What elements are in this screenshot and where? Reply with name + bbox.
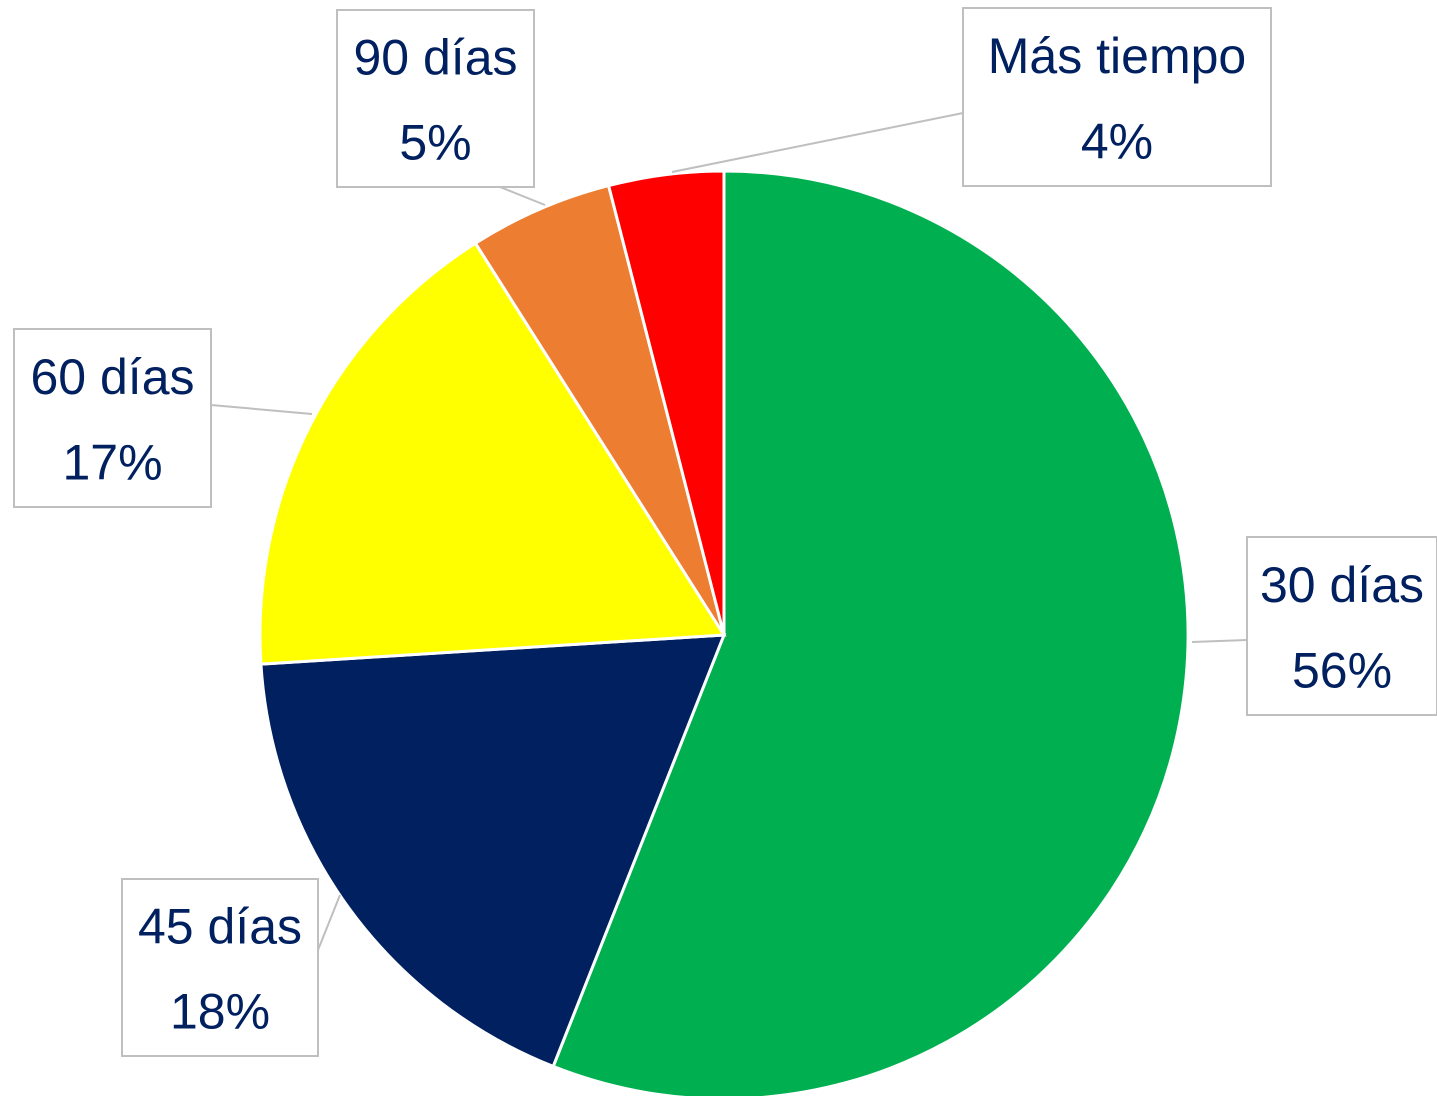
pie-slice: [259, 633, 727, 1069]
category-label: 90 días: [353, 30, 517, 86]
value-label: 56%: [1292, 642, 1392, 698]
category-label: 60 días: [30, 349, 194, 405]
value-label: 5%: [399, 114, 471, 170]
value-label: 4%: [1081, 113, 1153, 169]
value-label: 18%: [170, 983, 270, 1039]
label-box: [13, 328, 212, 508]
category-label: 30 días: [1260, 557, 1424, 613]
leader-line: [1191, 639, 1248, 643]
pie-slice: [606, 169, 726, 636]
category-label: 45 días: [138, 899, 302, 955]
label-box: [336, 9, 535, 188]
pie-slice: [258, 241, 727, 666]
label-box: [962, 7, 1272, 187]
value-label: 17%: [62, 434, 162, 490]
leader-line: [210, 404, 313, 415]
label-box: [1246, 536, 1437, 716]
leader-line: [317, 894, 341, 951]
leader-line: [499, 186, 546, 206]
pie-slice: [473, 183, 726, 636]
label-box: [121, 878, 319, 1057]
category-label: Más tiempo: [988, 28, 1246, 84]
leader-line: [671, 112, 964, 173]
pie-slice: [551, 169, 1190, 1096]
